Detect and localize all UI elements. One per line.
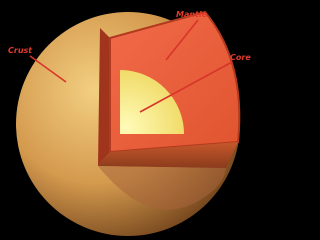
cut-face-left (98, 28, 110, 166)
venus-diagram: Crust Mantle Core (0, 0, 266, 240)
mantle-label: Mantle (176, 10, 208, 19)
crust-label: Crust (8, 46, 33, 55)
core-label: Core (230, 53, 251, 62)
